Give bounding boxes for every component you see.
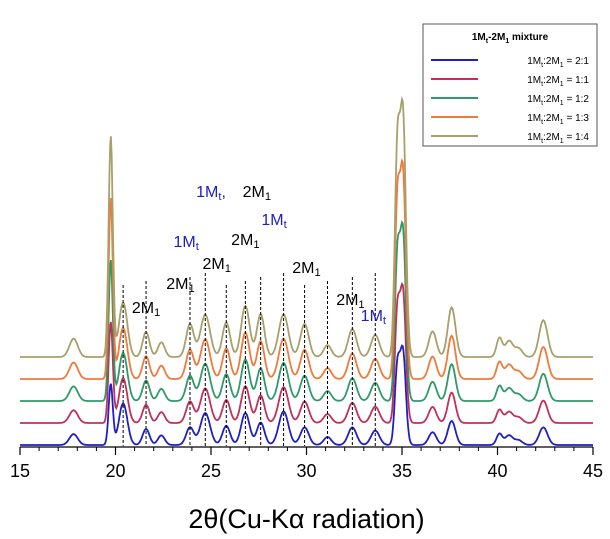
peak-annotation: 1Mt <box>173 234 199 253</box>
x-tick-label: 20 <box>105 461 125 481</box>
series-line-4 <box>20 157 593 380</box>
reflection-lines-group <box>122 273 376 446</box>
legend-entry-label: 1Mt:2M1 = 1:2 <box>527 94 589 107</box>
series-line-1 <box>20 344 593 446</box>
series-group <box>20 95 593 446</box>
peak-annotation: 2M1 <box>166 276 194 295</box>
series-line-2 <box>20 282 593 424</box>
peak-annotation: 1Mt <box>361 308 387 327</box>
x-tick-label: 40 <box>487 461 507 481</box>
legend-entry-label: 1Mt:2M1 = 1:4 <box>527 132 589 145</box>
x-tick-label: 15 <box>10 461 30 481</box>
x-axis-label: 2θ(Cu-Kα radiation) <box>188 504 424 534</box>
peak-annotation: 2M1 <box>292 260 320 279</box>
legend: 1Mt-2M1 mixture 1Mt:2M1 = 2:1 1Mt:2M1 = 1:… <box>422 23 598 147</box>
peak-annotation: 2M1 <box>231 232 259 251</box>
peak-annotation: 2M1 <box>202 256 230 275</box>
peak-annotation: 1Mt <box>261 212 287 231</box>
x-tick-label: 25 <box>201 461 221 481</box>
series-line-3 <box>20 220 593 402</box>
series-line-5 <box>20 95 593 358</box>
legend-box <box>422 23 598 147</box>
peak-annotation: 2M1 <box>336 292 364 311</box>
legend-entry-label: 1Mt:2M1 = 2:1 <box>527 56 589 69</box>
x-tick-label: 35 <box>392 461 412 481</box>
legend-entry-label: 1Mt:2M1 = 1:1 <box>527 75 589 88</box>
legend-entry-label: 1Mt:2M1 = 1:3 <box>527 113 589 126</box>
x-axis: 15 20 25 30 35 40 45 <box>10 446 603 481</box>
x-tick-label: 30 <box>296 461 316 481</box>
peak-annotation: 2M1 <box>132 300 160 319</box>
legend-title: 1Mt-2M1 mixture <box>472 32 549 45</box>
peak-annotation: 1Mt, <box>196 184 226 203</box>
peak-annotation: 2M1 <box>243 184 271 203</box>
x-tick-label: 45 <box>583 461 603 481</box>
